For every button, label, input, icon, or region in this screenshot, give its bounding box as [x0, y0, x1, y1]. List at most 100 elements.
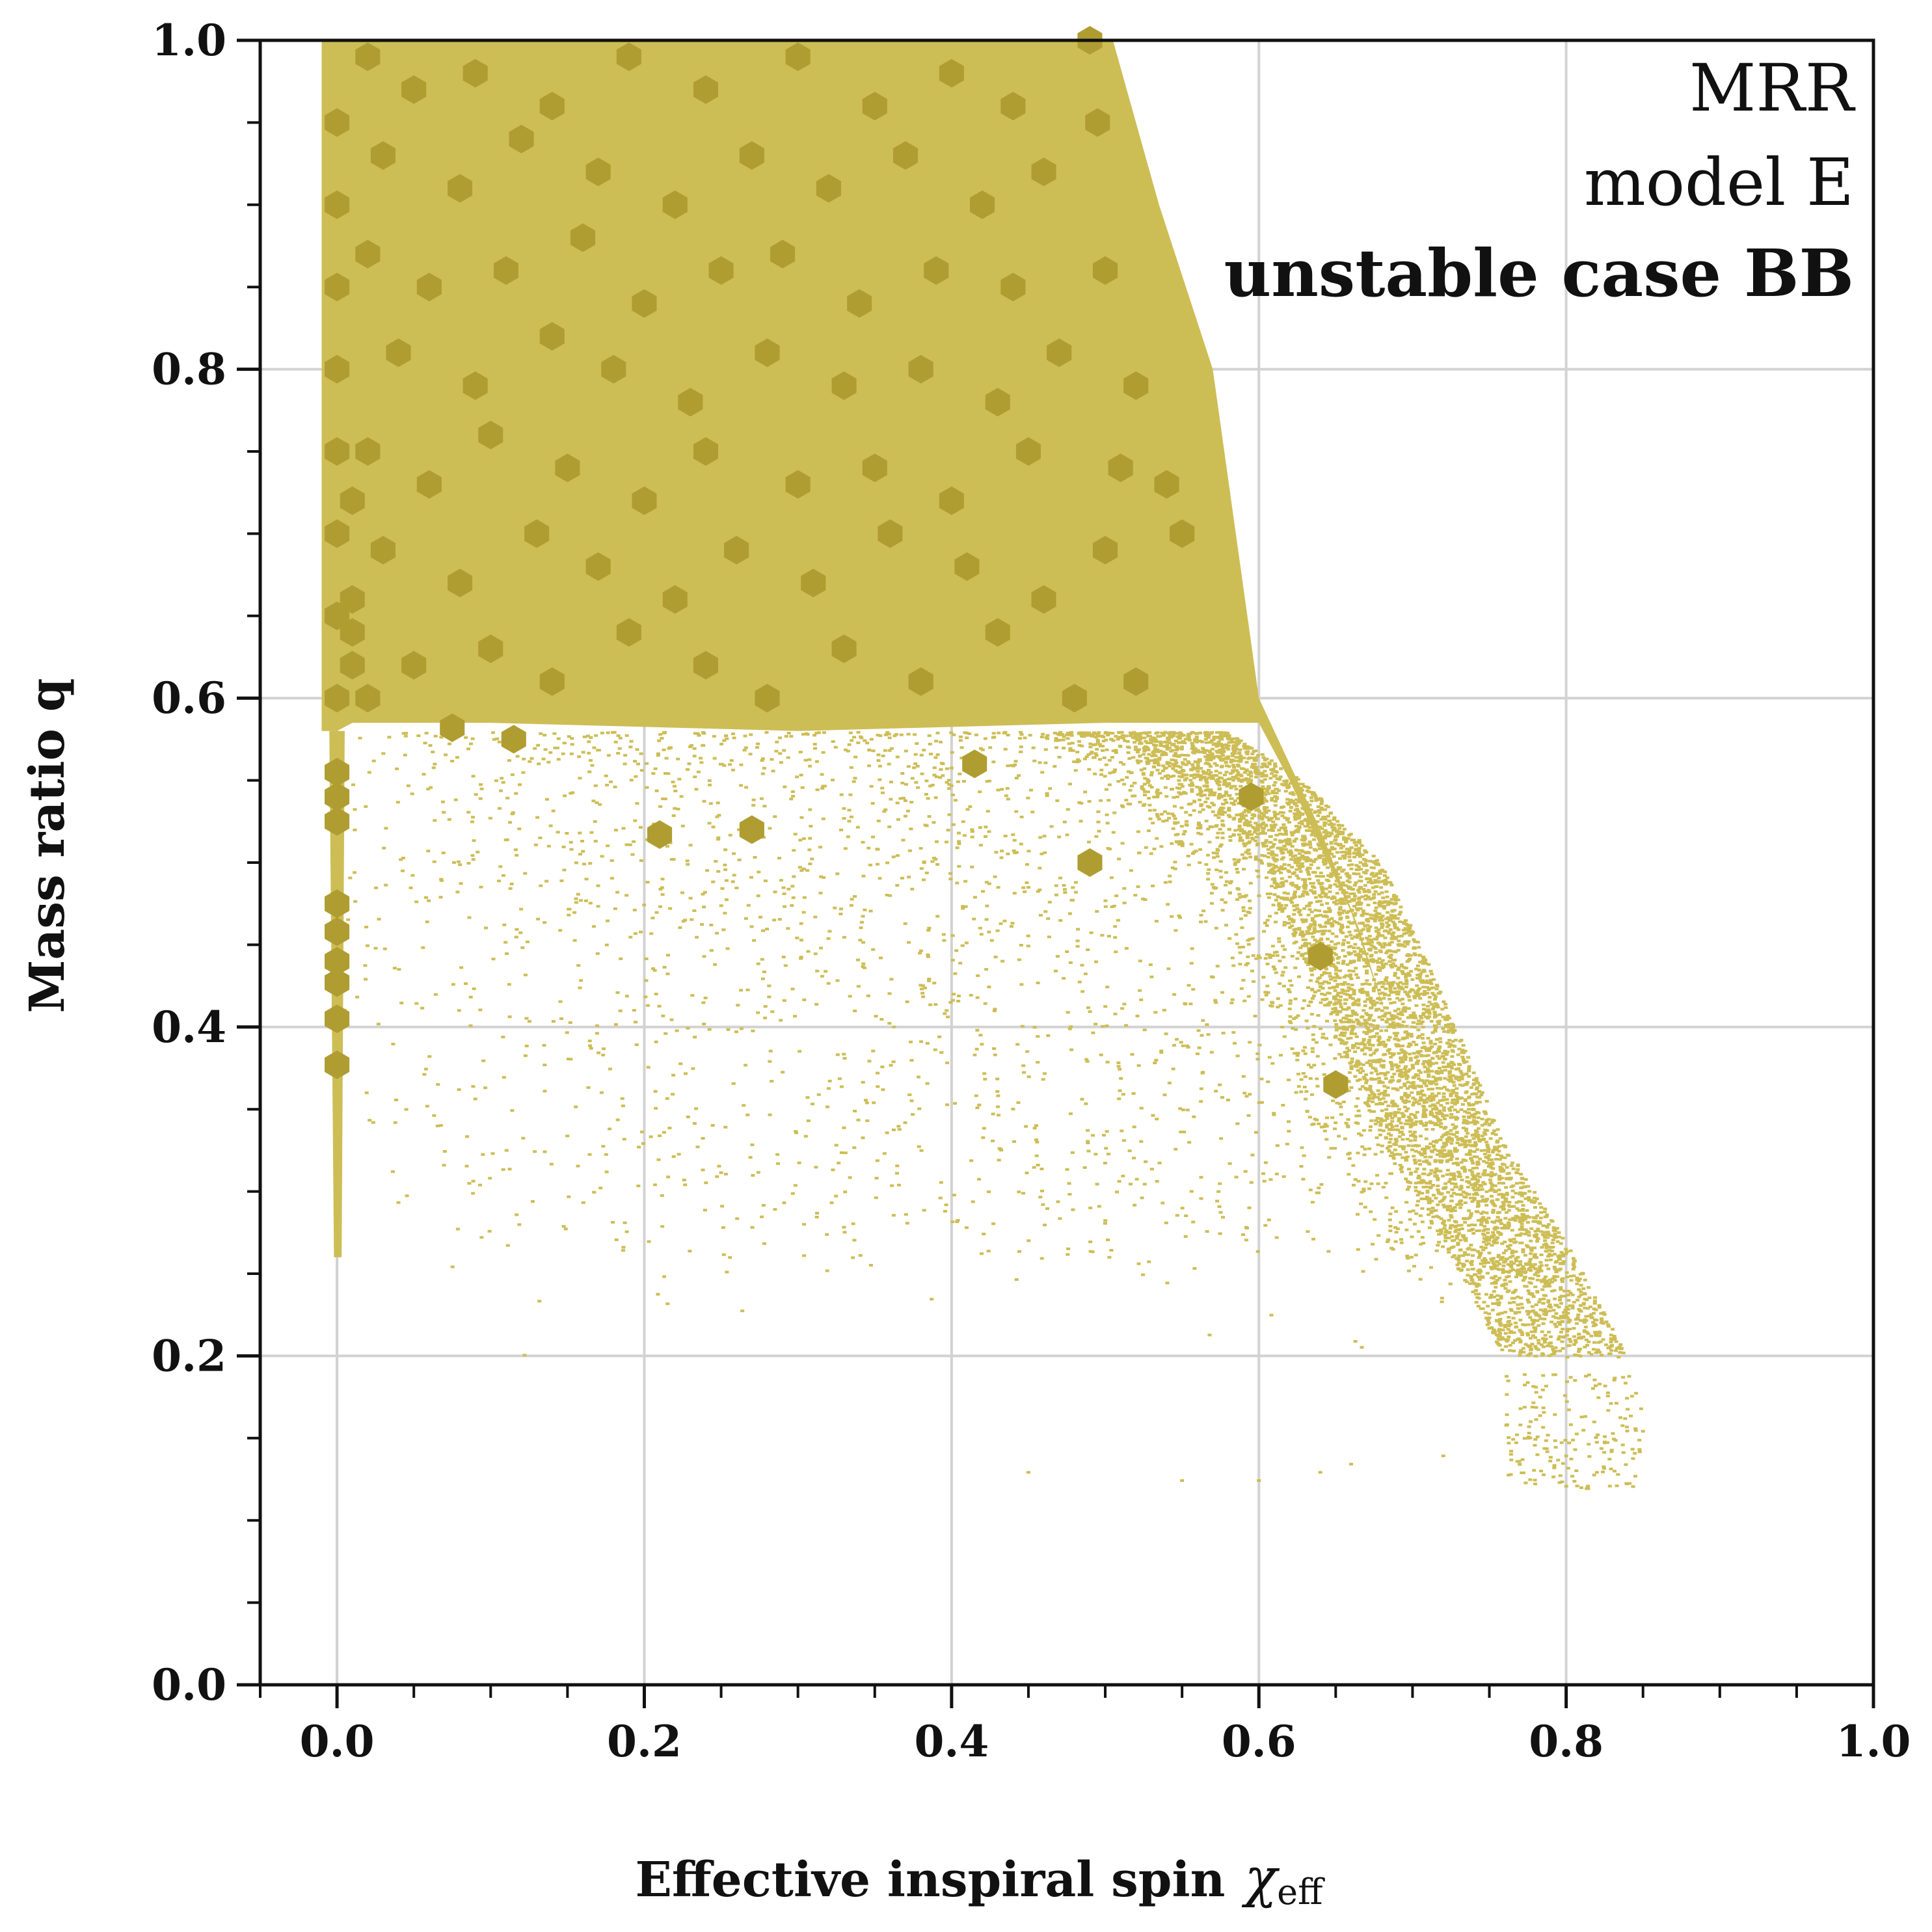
axes-frame — [237, 38, 1875, 1708]
hexbin-marker-6 — [325, 968, 350, 997]
hexbin-marker-106 — [340, 486, 365, 515]
hexbin-marker-74 — [370, 535, 396, 565]
hexbin-marker-65 — [555, 453, 580, 483]
hexbin-marker-31 — [448, 174, 473, 203]
hexbin-marker-55 — [678, 388, 703, 417]
hexbin-marker-94 — [908, 667, 933, 696]
hexbin-marker-81 — [878, 519, 903, 548]
hexbin-marker-103 — [325, 519, 350, 548]
hexbin-marker-15 — [1239, 782, 1264, 811]
hexbin-marker-24 — [785, 42, 811, 72]
hexbin-marker-18 — [355, 42, 381, 72]
hexbin-marker-41 — [416, 273, 442, 302]
hexbin-marker-83 — [1031, 585, 1056, 614]
annotation-case: unstable case BB — [1224, 235, 1854, 312]
hexbin-marker-48 — [924, 256, 949, 285]
hexbin-marker-92 — [755, 684, 780, 713]
hexbin-marker-46 — [770, 239, 796, 269]
hexbin-marker-98 — [325, 108, 350, 137]
y-tick-label-4: 0.8 — [152, 344, 226, 395]
y-tick-label-0: 0.0 — [152, 1659, 226, 1710]
hexbin-marker-66 — [632, 486, 657, 515]
x-tick-label-2: 0.4 — [914, 1716, 989, 1767]
hexbin-marker-51 — [386, 338, 411, 368]
hexbin-marker-71 — [1015, 437, 1041, 466]
hexbin-marker-49 — [1000, 273, 1026, 302]
hexbin-marker-61 — [1123, 371, 1149, 400]
hexbin-marker-82 — [954, 552, 980, 581]
x-axis-title-text: Effective inspiral spin — [635, 1852, 1225, 1908]
hexbin-marker-108 — [340, 651, 365, 680]
hexbin-marker-54 — [601, 355, 626, 384]
x-axis-subscript: eff — [1277, 1872, 1325, 1912]
hexbin-marker-22 — [616, 42, 641, 72]
hexbin-marker-109 — [355, 684, 381, 713]
hexbin-marker-100 — [325, 273, 350, 302]
hexbin-marker-4 — [325, 917, 350, 946]
hexbin-marker-104 — [325, 601, 350, 630]
hexbin-marker-84 — [1093, 535, 1118, 565]
hexbin-marker-107 — [340, 585, 365, 614]
hexbin-marker-43 — [570, 223, 596, 252]
hexbin-marker-9 — [440, 713, 465, 742]
hexbin-marker-26 — [939, 59, 964, 88]
hexbin-marker-44 — [632, 289, 657, 318]
hexbin-marker-47 — [847, 289, 872, 318]
hexbin-marker-69 — [862, 453, 887, 483]
hexbin-marker-88 — [478, 634, 503, 664]
hexbin-marker-97 — [1123, 667, 1149, 696]
hexbin-marker-90 — [616, 618, 641, 647]
hexbin-marker-95 — [985, 618, 1010, 647]
y-tick-label-2: 0.4 — [152, 1002, 226, 1053]
hexbin-marker-52 — [463, 371, 488, 400]
hexbin-marker-70 — [939, 486, 964, 515]
hexbin-marker-35 — [739, 141, 764, 170]
x-tick-label-5: 1.0 — [1836, 1716, 1911, 1767]
hexbin-marker-63 — [416, 470, 442, 499]
hexbin-marker-73 — [1154, 470, 1179, 499]
hexbin-marker-33 — [585, 157, 611, 187]
hexbin-marker-21 — [539, 92, 565, 121]
hexbin-marker-62 — [355, 437, 381, 466]
hexbin-marker-0 — [325, 758, 350, 786]
hexbin-marker-17 — [1323, 1070, 1348, 1099]
hexbin-marker-29 — [1085, 108, 1110, 137]
hexbin-marker-57 — [831, 371, 857, 400]
hexbin-marker-32 — [509, 124, 534, 154]
annotation-mrr: MRR — [1689, 50, 1856, 126]
hexbin-marker-42 — [493, 256, 518, 285]
hexbin-marker-86 — [340, 618, 365, 647]
x-axis-symbol: χ — [1241, 1847, 1280, 1909]
hexbin-marker-89 — [539, 667, 565, 696]
hexbin-marker-99 — [325, 190, 350, 219]
hexbin-marker-27 — [1000, 92, 1026, 121]
x-tick-labels: 0.0 0.2 0.4 0.6 0.8 1.0 — [300, 1716, 1911, 1767]
x-tick-label-3: 0.6 — [1222, 1716, 1296, 1767]
hexbin-marker-105 — [325, 684, 350, 713]
hexbin-marker-2 — [325, 807, 350, 836]
y-tick-label-3: 0.6 — [152, 673, 226, 723]
y-axis-title: Mass ratio q — [20, 678, 75, 1013]
hexbin-marker-19 — [401, 75, 427, 104]
hexbin-marker-10 — [501, 725, 526, 754]
hexbin-marker-11 — [647, 820, 673, 849]
hexbin-marker-101 — [325, 355, 350, 384]
hexbin-marker-16 — [1308, 942, 1333, 971]
hexbin-marker-56 — [755, 338, 780, 368]
hexbin-marker-37 — [892, 141, 919, 170]
hexbin-marker-53 — [539, 322, 565, 351]
hexbin-marker-25 — [862, 92, 887, 121]
hexbin-marker-38 — [970, 190, 995, 219]
hexbin-marker-14 — [1077, 848, 1103, 877]
x-axis-title: Effective inspiral spin χeff — [635, 1847, 1325, 1912]
hexbin-marker-1 — [325, 782, 350, 811]
hexbin-marker-80 — [801, 569, 826, 598]
scatter-dots — [338, 731, 1645, 1490]
hexbin-marker-45 — [708, 256, 734, 285]
hexbin-marker-78 — [662, 585, 688, 614]
x-tick-label-1: 0.2 — [607, 1716, 682, 1767]
y-tick-label-5: 1.0 — [152, 15, 226, 66]
hexbin-marker-96 — [1062, 684, 1087, 713]
hexbin-marker-5 — [325, 946, 350, 976]
